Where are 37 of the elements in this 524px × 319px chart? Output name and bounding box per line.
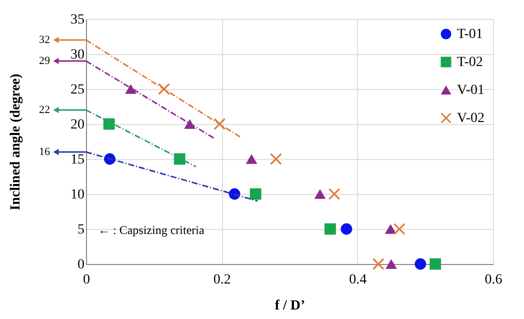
legend-label: T-02: [457, 55, 483, 70]
point: [270, 153, 282, 165]
y-tick-label: 35: [70, 12, 84, 28]
point: [246, 154, 258, 164]
y-tick-label: 15: [70, 152, 84, 168]
point: [214, 118, 226, 130]
ref-line-label: 16: [39, 146, 50, 158]
point: [250, 188, 262, 200]
ref-line-label: 22: [39, 104, 50, 116]
y-tick-label: 30: [70, 48, 84, 62]
annotation: ← : Capsizing criteria: [98, 223, 205, 237]
point: [158, 83, 170, 95]
point: [414, 258, 426, 270]
point: [314, 189, 326, 199]
point: [340, 223, 352, 235]
y-tick-label: 25: [70, 82, 84, 98]
legend-label: T-01: [457, 27, 483, 42]
x-tick-label: 0.2: [213, 272, 231, 288]
x-tick-label: 0.6: [484, 272, 502, 288]
x-tick-label: 0.4: [349, 272, 367, 288]
point: [324, 223, 336, 235]
point: [394, 223, 406, 235]
y-tick-label: 5: [78, 222, 84, 238]
point: [372, 258, 384, 270]
point: [125, 84, 136, 94]
legend-label: V-01: [457, 83, 484, 98]
x-axis-title: f / D’: [274, 298, 306, 314]
y-tick-label: 20: [70, 118, 84, 132]
legend-label: V-02: [457, 111, 484, 126]
y-tick-label: 10: [70, 188, 84, 202]
point: [386, 259, 397, 269]
point: [384, 224, 396, 234]
ref-line-label: 29: [39, 55, 50, 67]
y-axis-title: Inclined angle (degree): [8, 73, 24, 210]
y-tick-label: 0: [78, 258, 84, 272]
ref-line-label: 32: [39, 34, 50, 46]
point: [430, 258, 442, 270]
